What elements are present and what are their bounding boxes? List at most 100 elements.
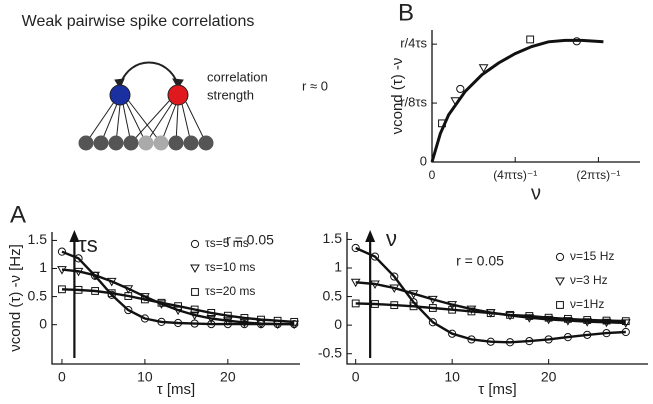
x-tick-label: 10 [137, 369, 153, 385]
x-tick-label: 0 [352, 369, 360, 385]
marker [450, 97, 461, 106]
x-tick-label: (2πτs)⁻¹ [576, 168, 620, 182]
marker [124, 292, 133, 300]
marker [506, 310, 514, 319]
marker [189, 311, 200, 321]
marker [544, 313, 553, 322]
y-tick-label: 0.5 [323, 287, 343, 303]
marker [428, 304, 437, 312]
panel-label: B [398, 0, 414, 26]
marker [223, 311, 232, 320]
x-tick-label: (4πτs)⁻¹ [493, 168, 537, 182]
input-neurons [78, 135, 214, 151]
arrow-head [69, 230, 80, 242]
marker [505, 338, 515, 347]
y-axis-label: νcond (τ) -ν [Hz] [7, 244, 24, 352]
marker [564, 314, 572, 323]
marker [525, 337, 534, 346]
marker [190, 305, 199, 314]
marker [207, 308, 216, 317]
y-tick-label: r/4τs [400, 36, 427, 51]
network-diagram [78, 61, 214, 151]
y-tick-label: 1 [334, 259, 342, 275]
y-tick-label: 0 [39, 315, 47, 331]
marker [602, 329, 611, 338]
marker [206, 315, 217, 324]
marker [123, 285, 134, 294]
marker [486, 309, 495, 318]
marker [91, 287, 100, 295]
marker [90, 271, 100, 281]
marker [74, 254, 83, 263]
line [430, 38, 604, 163]
marker [351, 299, 360, 308]
marker [190, 239, 200, 249]
marker [478, 64, 489, 73]
marker [448, 329, 457, 338]
arrowheads [114, 78, 184, 90]
marker [555, 252, 565, 262]
y-tick-label: 0.5 [28, 287, 48, 303]
marker [620, 319, 631, 328]
marker [191, 288, 199, 296]
y-tick-label: 1.5 [28, 231, 48, 247]
line [355, 246, 626, 344]
marker [621, 327, 630, 337]
connection-arc [119, 61, 179, 86]
marker [467, 307, 476, 316]
marker [239, 318, 250, 328]
arrow-label: ν [386, 226, 397, 251]
marker [107, 289, 116, 298]
marker [140, 314, 149, 323]
marker [140, 293, 150, 302]
marker [466, 305, 477, 315]
legend-label: τs=5 ms [205, 236, 249, 250]
marker [157, 298, 166, 307]
marker [448, 305, 457, 314]
marker [140, 295, 149, 304]
marker [525, 312, 534, 320]
x-tick-label: 0 [429, 168, 436, 182]
marker [583, 330, 592, 339]
x-tick-label: 20 [541, 369, 557, 385]
marker [257, 315, 265, 324]
diagram-value: r ≈ 0 [302, 78, 328, 93]
marker [58, 285, 66, 294]
neuron-blue [109, 84, 131, 106]
marker [173, 318, 183, 328]
marker [563, 317, 573, 326]
marker [486, 337, 495, 346]
legend-label: ν=1Hz [570, 297, 604, 311]
y-tick-label: 1 [39, 259, 47, 275]
marker [390, 301, 399, 310]
x-tick-label: 20 [220, 369, 236, 385]
marker [524, 314, 535, 323]
x-tick-label: 0 [58, 369, 66, 385]
marker [601, 318, 612, 328]
arrow-head [365, 230, 376, 242]
marker [290, 317, 299, 326]
marker [583, 316, 592, 324]
marker [526, 35, 535, 44]
y-axis-label: νcond (τ) -ν [389, 58, 406, 135]
marker [73, 267, 84, 277]
x-tick-label: 10 [444, 369, 460, 385]
marker [447, 301, 458, 310]
marker [273, 316, 282, 325]
arrow-label: τs [78, 232, 98, 257]
marker [174, 302, 182, 311]
diagram-label: correlation [207, 69, 268, 84]
y-tick-label: r/8τs [400, 95, 427, 110]
marker [389, 284, 400, 294]
line [61, 288, 295, 324]
marker [543, 315, 554, 325]
marker [350, 278, 361, 288]
panel-label: A [10, 201, 26, 228]
marker [351, 243, 360, 253]
marker [572, 37, 581, 46]
marker [222, 317, 233, 326]
marker [556, 301, 564, 309]
legend-label: τs=10 ms [205, 260, 255, 274]
marker [124, 305, 133, 315]
